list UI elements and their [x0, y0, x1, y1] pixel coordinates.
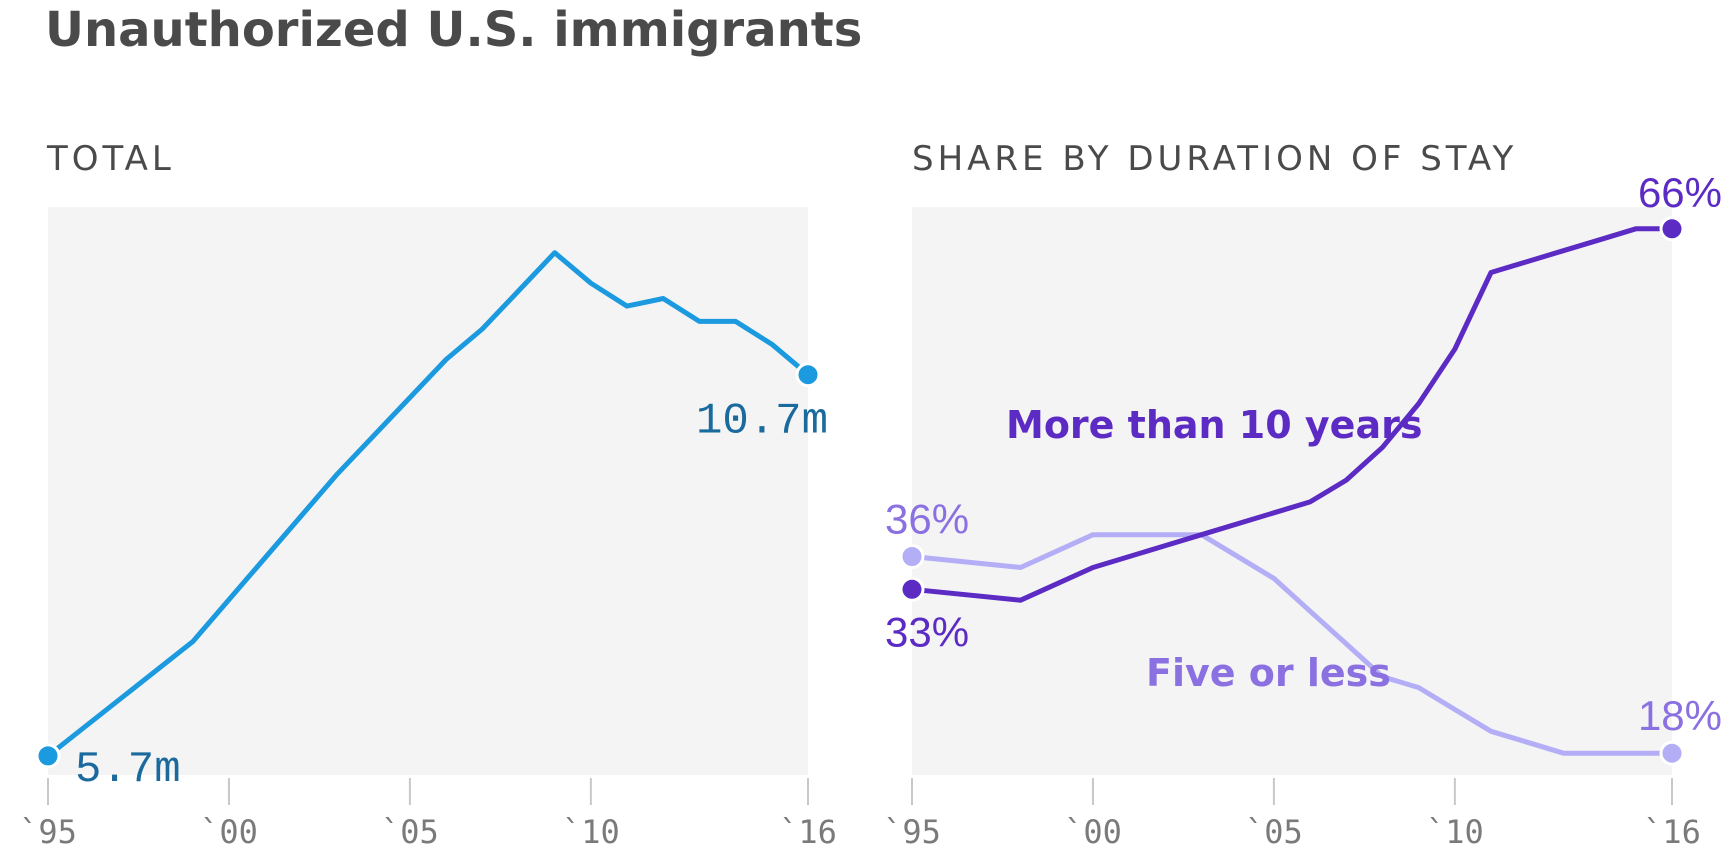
- five-or-less-end-point: [1659, 740, 1685, 766]
- five-or-less-series-label: Five or less: [1146, 651, 1391, 695]
- share-x-tick-label-2005: `05: [1245, 813, 1303, 851]
- total-x-tick-label-1995: `95: [19, 813, 77, 851]
- total-x-tick-label-2016: `16: [779, 813, 837, 851]
- five-or-less-start-label: 36%: [885, 496, 969, 543]
- panel-title-share: SHARE BY DURATION OF STAY: [912, 139, 1517, 179]
- total-end-point: [795, 362, 821, 388]
- more-than-10-years-series-label: More than 10 years: [1006, 403, 1422, 447]
- series-line-total: [45, 250, 811, 759]
- more-than-10-years-start-label: 33%: [885, 608, 969, 655]
- series-line-more-than-10-years: [909, 226, 1675, 603]
- five-or-less-end-label: 18%: [1638, 692, 1722, 739]
- share-x-tick-label-2016: `16: [1643, 813, 1701, 851]
- share-x-tick-label-1995: `95: [883, 813, 941, 851]
- more-than-10-years-end-point: [1659, 216, 1685, 242]
- chart-title: Unauthorized U.S. immigrants: [45, 2, 862, 58]
- share-x-tick-label-2000: `00: [1064, 813, 1122, 851]
- x-axis-total: `95 `00 `05 `10 `16: [19, 778, 837, 851]
- x-axis-share: `95 `00 `05 `10 `16: [883, 778, 1701, 851]
- total-x-tick-label-2000: `00: [200, 813, 258, 851]
- series-line-five-or-less: [909, 532, 1675, 756]
- plot-area-total: [48, 207, 808, 775]
- total-start-point: [35, 743, 61, 769]
- share-x-tick-label-2010: `10: [1426, 813, 1484, 851]
- plot-area-share: [912, 207, 1672, 775]
- more-than-10-years-end-label: 66%: [1638, 169, 1722, 216]
- more-than-10-years-start-point: [899, 576, 925, 602]
- panel-title-total: TOTAL: [46, 139, 175, 179]
- total-end-label: 10.7m: [696, 397, 828, 447]
- total-x-tick-label-2005: `05: [381, 813, 439, 851]
- total-x-tick-label-2010: `10: [562, 813, 620, 851]
- five-or-less-start-point: [899, 544, 925, 569]
- total-start-label: 5.7m: [75, 745, 181, 795]
